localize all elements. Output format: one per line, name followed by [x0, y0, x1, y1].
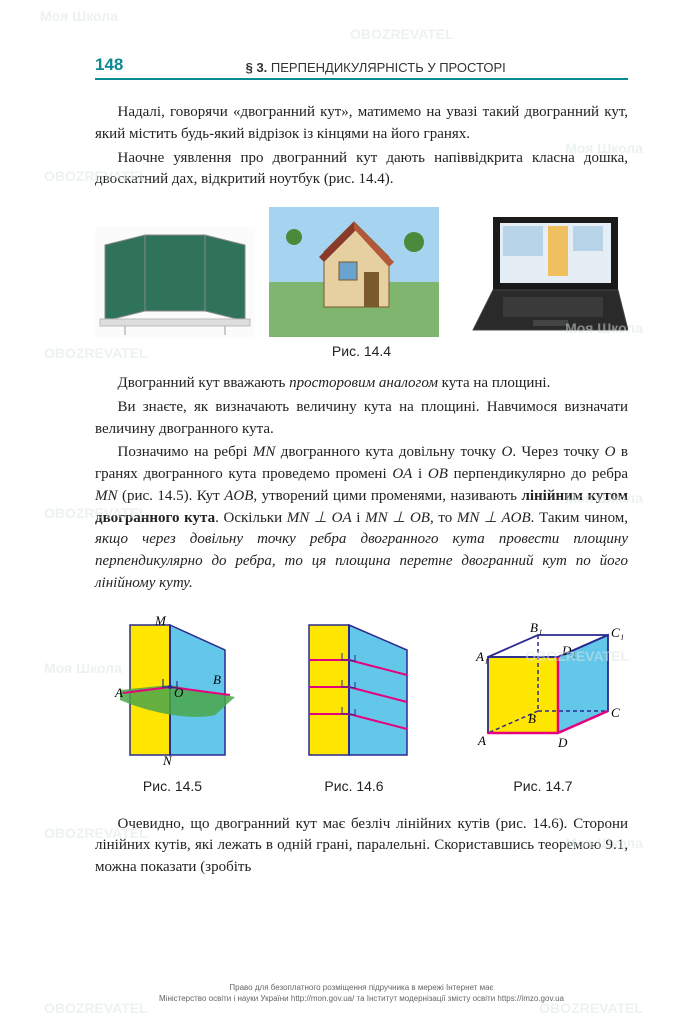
svg-text:D₁: D₁ — [561, 643, 576, 658]
svg-text:C₁: C₁ — [611, 625, 624, 640]
svg-text:A₁: A₁ — [475, 649, 488, 664]
figure-14-5: M N A B O Рис. 14.5 — [95, 615, 250, 808]
svg-text:M: M — [154, 615, 167, 628]
figure-14-7: A₁ B₁ C₁ D₁ A B C D Рис. 14.7 — [458, 615, 628, 808]
laptop-illustration — [453, 212, 628, 337]
watermark: OBOZREVATEL — [350, 26, 454, 42]
figure-14-6: Рис. 14.6 — [279, 615, 429, 808]
watermark: Моя Школа — [40, 8, 118, 24]
paragraph: Наочне уявлення про двогранний кут дають… — [95, 148, 628, 192]
paragraph: Очевидно, що двогранний кут має безліч л… — [95, 814, 628, 879]
paragraph: Позначимо на ребрі MN двогранного кута д… — [95, 442, 628, 594]
chapter-title: § 3. ПЕРПЕНДИКУЛЯРНІСТЬ У ПРОСТОРІ — [123, 60, 628, 75]
footer-credits: Право для безоплатного розміщення підруч… — [95, 983, 628, 1004]
blackboard-illustration — [95, 227, 255, 337]
svg-text:B: B — [213, 672, 221, 687]
figures-row: M N A B O Рис. 14.5 — [95, 615, 628, 808]
page-number: 148 — [95, 55, 123, 75]
svg-text:N: N — [162, 753, 173, 765]
figure-14-4 — [95, 207, 628, 337]
svg-text:O: O — [174, 685, 184, 700]
house-illustration — [269, 207, 439, 337]
figure-caption: Рис. 14.6 — [279, 778, 429, 794]
paragraph: Ви знаєте, як визначають величину кута н… — [95, 397, 628, 441]
paragraph: Надалі, говорячи «двогранний кут», матим… — [95, 102, 628, 146]
svg-text:D: D — [557, 735, 568, 750]
figure-caption: Рис. 14.7 — [458, 778, 628, 794]
figure-caption: Рис. 14.4 — [95, 343, 628, 359]
paragraph: Двогранний кут вважають просторовим анал… — [95, 373, 628, 395]
svg-text:B₁: B₁ — [530, 620, 542, 635]
svg-text:B: B — [528, 711, 536, 726]
page-header: 148 § 3. ПЕРПЕНДИКУЛЯРНІСТЬ У ПРОСТОРІ — [95, 55, 628, 80]
textbook-page: Моя Школа OBOZREVATEL OBOZREVATEL Моя Шк… — [0, 0, 683, 1024]
figure-caption: Рис. 14.5 — [95, 778, 250, 794]
svg-text:A: A — [114, 685, 123, 700]
svg-text:C: C — [611, 705, 620, 720]
svg-text:A: A — [477, 733, 486, 748]
